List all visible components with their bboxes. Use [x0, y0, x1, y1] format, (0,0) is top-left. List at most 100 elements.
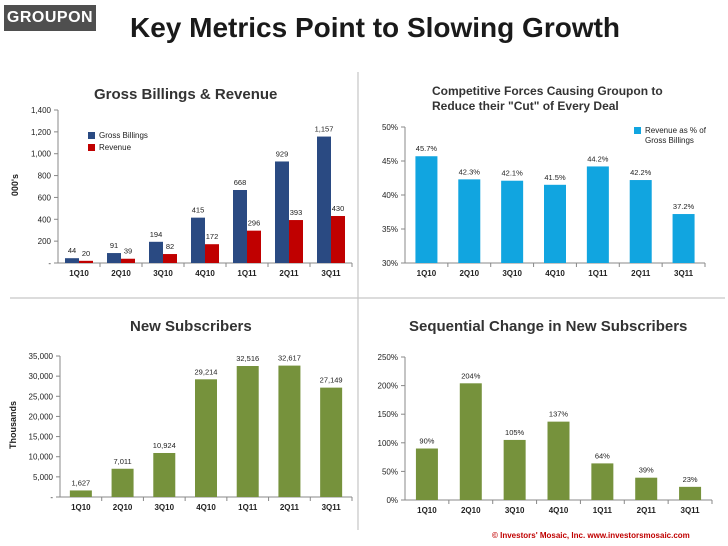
billings-bar-revenue	[331, 216, 345, 263]
billings-bar-gross-billings	[149, 241, 163, 263]
billings-legend: Gross Billings Revenue	[88, 131, 148, 155]
cut-bar-revenue-as-of-gross-billings	[415, 156, 438, 263]
billings-data-label: 415	[192, 206, 205, 215]
cut-y-tick-label: 40%	[382, 191, 398, 200]
legend-swatch-gross-billings	[88, 132, 95, 139]
subs-x-tick-label: 3Q10	[154, 503, 174, 512]
seq-x-tick-label: 2Q11	[637, 506, 657, 515]
subs-y-tick-label: 30,000	[29, 372, 54, 381]
cut-bar-revenue-as-of-gross-billings	[629, 180, 652, 263]
billings-y-tick-label: 200	[38, 237, 52, 246]
billings-bar-revenue	[163, 254, 177, 263]
seq-data-label: 23%	[683, 475, 698, 484]
billings-x-tick-label: 2Q10	[111, 269, 131, 278]
seq-data-label: 137%	[549, 410, 569, 419]
cut-x-tick-label: 1Q11	[588, 269, 608, 278]
seq-bar-sequential-change	[503, 439, 526, 500]
seq-bar-sequential-change	[547, 421, 570, 500]
cut-chart-title-line1: Competitive Forces Causing Groupon to	[432, 84, 663, 98]
cut-y-tick-label: 45%	[382, 157, 398, 166]
legend-label-revenue-pct-line1: Revenue as % of	[645, 126, 706, 135]
cut-y-tick-label: 30%	[382, 259, 398, 268]
billings-y-tick-label: 1,400	[31, 106, 52, 115]
billings-y-tick-label: 400	[38, 215, 52, 224]
seq-data-label: 90%	[419, 437, 434, 446]
seq-y-tick-label: 100%	[378, 439, 398, 448]
billings-data-label: 296	[248, 219, 261, 228]
seq-y-tick-label: 200%	[378, 382, 398, 391]
billings-bar-revenue	[79, 260, 93, 263]
billings-data-label: 91	[110, 241, 118, 250]
billings-bar-revenue	[121, 258, 135, 263]
seq-data-label: 105%	[505, 428, 525, 437]
subs-y-tick-label: 5,000	[33, 473, 54, 482]
subs-x-tick-label: 2Q11	[280, 503, 300, 512]
subs-bar-new-subscribers	[111, 468, 134, 497]
legend-label-revenue: Revenue	[99, 143, 132, 152]
subs-bar-new-subscribers	[69, 490, 92, 497]
subs-data-label: 27,149	[320, 376, 343, 385]
cut-bar-revenue-as-of-gross-billings	[544, 184, 566, 263]
groupon-logo: GROUPON	[4, 5, 96, 31]
cut-chart-title-line2: Reduce their "Cut" of Every Deal	[432, 99, 619, 113]
cut-y-tick-label: 35%	[382, 225, 398, 234]
billings-y-axis-label: 000's	[10, 174, 20, 196]
subs-bar-new-subscribers	[195, 379, 217, 497]
subs-y-tick-label: 15,000	[29, 433, 54, 442]
subs-y-tick-label: 10,000	[29, 453, 54, 462]
cut-bar-revenue-as-of-gross-billings	[586, 166, 609, 263]
subs-x-tick-label: 3Q11	[322, 503, 342, 512]
seq-x-tick-label: 2Q10	[461, 506, 481, 515]
copyright-footer: © Investors' Mosaic, Inc. www.investorsm…	[492, 531, 690, 540]
subs-bar-new-subscribers	[236, 366, 259, 497]
seq-y-tick-label: 0%	[386, 496, 398, 505]
cut-x-tick-label: 4Q10	[545, 269, 565, 278]
subs-y-tick-label: 20,000	[29, 412, 54, 421]
seq-x-tick-label: 3Q11	[681, 506, 701, 515]
billings-bar-revenue	[289, 220, 303, 263]
legend-gross-billings: Gross Billings	[88, 131, 148, 140]
cut-data-label: 37.2%	[673, 202, 695, 211]
subs-x-tick-label: 4Q10	[196, 503, 216, 512]
seq-chart-title: Sequential Change in New Subscribers	[409, 318, 688, 335]
billings-bar-gross-billings	[191, 217, 205, 263]
seq-x-tick-label: 3Q10	[505, 506, 525, 515]
seq-bar-sequential-change	[679, 486, 702, 500]
seq-x-tick-label: 1Q11	[593, 506, 613, 515]
cut-bar-revenue-as-of-gross-billings	[672, 214, 695, 263]
subs-data-label: 7,011	[113, 457, 131, 466]
billings-data-label: 172	[206, 232, 219, 241]
seq-y-tick-label: 150%	[378, 410, 398, 419]
billings-bar-gross-billings	[107, 253, 121, 263]
billings-bar-revenue	[205, 244, 219, 263]
cut-chart-title: Competitive Forces Causing Groupon to Re…	[432, 84, 663, 114]
billings-data-label: 194	[150, 230, 163, 239]
seq-bar-sequential-change	[415, 448, 438, 500]
subs-y-axis-label: Thousands	[8, 401, 18, 449]
cut-data-label: 42.2%	[630, 168, 652, 177]
billings-bar-gross-billings	[317, 136, 331, 263]
seq-y-tick-label: 250%	[378, 353, 398, 362]
billings-data-label: 430	[332, 204, 345, 213]
billings-y-tick-label: 1,200	[31, 128, 52, 137]
seq-bar-sequential-change	[591, 463, 614, 500]
subs-data-label: 1,627	[71, 478, 90, 487]
subs-y-tick-label: -	[50, 493, 53, 502]
cut-bar-revenue-as-of-gross-billings	[501, 180, 524, 263]
billings-data-label: 929	[276, 149, 289, 158]
page-title: Key Metrics Point to Slowing Growth	[130, 12, 621, 43]
cut-data-label: 41.5%	[544, 173, 566, 182]
cut-x-tick-label: 2Q10	[459, 269, 479, 278]
subs-x-tick-label: 1Q10	[71, 503, 91, 512]
billings-x-tick-label: 2Q11	[279, 269, 299, 278]
cut-data-label: 42.1%	[502, 169, 524, 178]
legend-swatch-revenue	[88, 144, 95, 151]
legend-revenue-pct: Revenue as % of Gross Billings	[634, 126, 706, 146]
subs-x-tick-label: 2Q10	[113, 503, 133, 512]
legend-label-gross-billings: Gross Billings	[99, 131, 148, 140]
subs-y-tick-label: 25,000	[29, 392, 54, 401]
seq-data-label: 39%	[639, 466, 654, 475]
billings-data-label: 668	[234, 178, 247, 187]
cut-y-tick-label: 50%	[382, 123, 398, 132]
cut-x-tick-label: 1Q10	[417, 269, 437, 278]
